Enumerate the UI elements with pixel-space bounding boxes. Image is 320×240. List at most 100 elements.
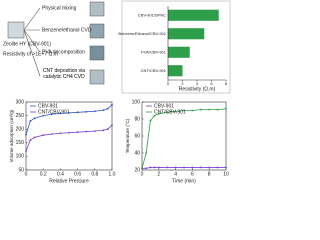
y-tick-label: 80 [134,116,140,122]
point [42,134,45,137]
point [191,166,194,169]
point [102,129,105,132]
point [93,130,96,133]
point [33,136,36,139]
point [85,130,88,133]
point [29,120,32,122]
step: PVA decomposition [42,49,85,55]
y-tick-label: 20 [134,167,140,173]
step: Physical mixing [42,5,77,11]
cube [89,1,105,17]
point [166,111,169,114]
x-tick-label: 2 [157,171,160,177]
bar [168,65,183,77]
x-tick-label: 0 [167,81,170,86]
y-tick-label: PVA/CBV-901 [141,49,167,54]
x-axis-label: Time (min) [172,178,196,184]
x-tick-label: 2 [181,81,184,86]
point [59,112,62,115]
panel-border [121,0,231,94]
legend-label: CNT/CBV-901 [154,109,186,115]
point [157,166,160,169]
point [68,131,70,134]
y-tick-label: 60 [134,133,140,139]
start-label: Zeolite HY (CBV-901) [3,41,51,47]
y-tick-label: 300 [16,99,25,105]
point [141,167,143,170]
point [174,110,177,113]
point [145,152,148,154]
point [199,166,202,169]
point [111,124,113,127]
point [153,114,156,117]
point [183,166,185,169]
x-tick-label: 0.2 [40,171,47,177]
point [216,108,219,111]
point [183,109,185,112]
line [141,108,227,169]
plot-frame [25,101,113,171]
point [157,113,160,115]
point [68,111,70,114]
point [106,128,109,131]
point [76,131,79,134]
arrows [23,7,41,77]
point [208,166,211,169]
x-tick-label: 10 [223,171,229,177]
point [59,132,62,135]
y-tick-label: CBV-901/SPNC [138,12,166,17]
x-tick-label: 6 [210,81,213,86]
y-tick-label: 40 [134,150,140,156]
bar [168,9,219,21]
point [93,110,96,113]
step: CNT deposition via catalytic CH4 CVD [42,68,86,80]
point [85,110,88,113]
point [166,166,169,169]
point [111,103,113,106]
point [216,166,219,169]
bar [168,28,205,40]
point [199,108,202,111]
point [50,113,53,116]
x-tick-label: 4 [196,81,199,86]
point [149,119,152,122]
y-tick-label: 200 [16,127,25,133]
y-tick-label: 100 [132,99,141,105]
y-tick-label: Benzene/Ethanol/CBV-901 [118,31,166,36]
x-axis-label: Resistivity (Ω.m) [179,86,216,92]
y-tick-label: CNT/CBV-901 [141,68,167,73]
x-tick-label: 1.0 [109,171,116,177]
legend-label: CNT/CBV-901 [38,109,70,115]
y-axis-label: Volume adsorption (cm³/g) [9,109,14,162]
x-tick-label: 4 [174,171,177,177]
x-tick-label: 6 [191,171,194,177]
legend-label: CBV-901 [38,103,58,109]
y-axis-label: Temperature (°C) [125,118,130,153]
point [25,150,27,152]
point [29,139,32,141]
point [225,107,227,110]
zeolite-cube [7,21,25,39]
point [25,133,27,136]
point [33,117,36,120]
x-tick-label: 8 [225,81,228,86]
point [42,114,45,117]
line [25,124,113,152]
point [76,111,79,114]
y-tick-label: 100 [16,154,25,160]
point [50,133,53,135]
y-tick-label: 50 [18,167,24,173]
point [191,109,194,112]
step: Benzene/ethanol CVD [42,27,92,33]
point [145,167,148,170]
cube [89,45,105,61]
bar [168,46,190,58]
y-tick-label: 250 [16,113,25,119]
y-tick-label: 150 [16,140,25,146]
point [149,166,152,169]
point [102,109,105,112]
x-tick-label: 0.4 [57,171,64,177]
point [174,166,177,169]
resistivity-label: Resistivity of >1E+7 Ω.m [3,51,58,57]
x-axis-label: Relative Pressure [49,178,89,184]
